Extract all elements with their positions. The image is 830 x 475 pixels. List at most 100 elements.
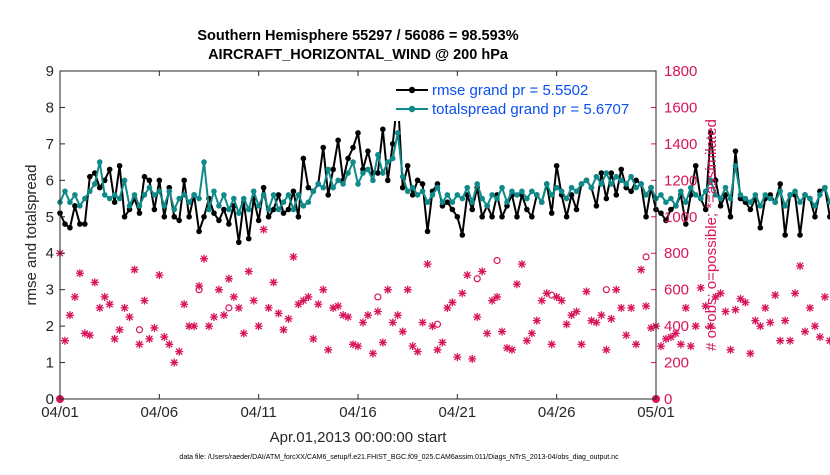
spread-point bbox=[717, 195, 724, 202]
rmse-point bbox=[459, 232, 466, 238]
obs-assimilated-marker bbox=[756, 322, 765, 331]
spread-point bbox=[196, 195, 202, 202]
obs-assimilated-marker bbox=[299, 296, 308, 305]
spread-point bbox=[240, 195, 247, 202]
obs-assimilated-marker bbox=[791, 289, 800, 298]
spread-point bbox=[797, 199, 803, 205]
rmse-point bbox=[146, 177, 153, 184]
spread-point bbox=[737, 192, 744, 198]
spread-point bbox=[563, 195, 570, 202]
spread-point bbox=[752, 192, 759, 198]
obs-assimilated-marker bbox=[80, 329, 89, 338]
spread-point bbox=[538, 199, 545, 205]
obs-possible-marker bbox=[473, 275, 481, 283]
x-tick-label: 04/06 bbox=[141, 404, 179, 421]
obs-assimilated-marker bbox=[358, 318, 367, 327]
obs-assimilated-marker bbox=[264, 303, 273, 312]
obs-assimilated-marker bbox=[60, 336, 69, 345]
rmse-point bbox=[747, 206, 754, 213]
rmse-point bbox=[156, 177, 163, 184]
spread-point bbox=[409, 184, 416, 191]
y2-tick-label: 1600 bbox=[664, 99, 697, 116]
spread-point bbox=[250, 188, 257, 195]
obs-assimilated-marker bbox=[661, 334, 670, 343]
rmse-point bbox=[424, 228, 431, 235]
spread-point bbox=[762, 192, 769, 198]
y-tick-label: 5 bbox=[46, 209, 54, 226]
spread-point bbox=[345, 170, 351, 176]
spread-point bbox=[474, 181, 481, 187]
obs-assimilated-marker bbox=[205, 322, 213, 331]
obs-assimilated-marker bbox=[681, 303, 690, 312]
spread-point bbox=[236, 210, 242, 216]
spread-point bbox=[608, 181, 615, 187]
spread-point bbox=[370, 177, 376, 184]
spread-point bbox=[270, 192, 277, 198]
rmse-point bbox=[226, 221, 232, 227]
spread-point bbox=[702, 188, 709, 195]
rmse-point bbox=[201, 213, 207, 220]
legend-rmse-marker bbox=[408, 86, 416, 94]
obs-assimilated-marker bbox=[214, 285, 223, 294]
obs-assimilated-marker bbox=[418, 318, 427, 327]
spread-point bbox=[245, 206, 252, 213]
rmse-point bbox=[683, 221, 689, 227]
obs-assimilated-marker bbox=[100, 292, 109, 301]
obs-assimilated-marker bbox=[493, 292, 502, 301]
obs-assimilated-marker bbox=[408, 342, 417, 351]
spread-point bbox=[593, 173, 600, 180]
obs-assimilated-marker bbox=[145, 334, 154, 343]
spread-point bbox=[598, 181, 605, 187]
rmse-point bbox=[345, 155, 351, 162]
rmse-point bbox=[409, 192, 416, 198]
rmse-point bbox=[469, 206, 476, 213]
rmse-point bbox=[643, 213, 649, 220]
obs-assimilated-marker bbox=[696, 283, 705, 292]
rmse-point bbox=[285, 206, 292, 213]
spread-point bbox=[628, 173, 634, 180]
obs-assimilated-marker bbox=[453, 353, 462, 362]
spread-point bbox=[499, 184, 505, 191]
spread-point bbox=[335, 177, 341, 184]
rmse-point bbox=[702, 206, 709, 213]
obs-assimilated-marker bbox=[557, 296, 566, 305]
obs-assimilated-marker bbox=[597, 311, 606, 320]
spread-point bbox=[206, 206, 212, 213]
obs-assimilated-marker bbox=[622, 331, 631, 340]
spread-point bbox=[231, 195, 237, 202]
y2-tick-label: 1400 bbox=[664, 136, 697, 153]
obs-assimilated-marker bbox=[289, 252, 298, 261]
spread-point bbox=[827, 199, 830, 205]
x-tick-label: 04/26 bbox=[538, 404, 576, 421]
rmse-point bbox=[573, 206, 580, 213]
rmse-point bbox=[290, 188, 297, 195]
obs-assimilated-marker bbox=[731, 305, 740, 314]
spread-point bbox=[692, 192, 699, 198]
rmse-point bbox=[116, 162, 123, 169]
spread-point bbox=[176, 195, 182, 202]
obs-assimilated-marker bbox=[140, 296, 149, 305]
spread-point bbox=[394, 130, 401, 136]
spread-point bbox=[782, 203, 788, 209]
spread-point bbox=[573, 188, 580, 195]
spread-point bbox=[111, 192, 118, 198]
obs-assimilated-marker bbox=[324, 345, 333, 354]
rmse-point bbox=[171, 213, 178, 220]
rmse-point bbox=[82, 221, 88, 227]
obs-possible-marker bbox=[493, 256, 501, 265]
obs-assimilated-marker bbox=[115, 325, 124, 334]
obs-assimilated-marker bbox=[110, 334, 119, 343]
spread-point bbox=[494, 195, 500, 202]
obs-assimilated-marker bbox=[284, 314, 293, 323]
obs-assimilated-marker bbox=[751, 316, 760, 325]
spread-point bbox=[558, 188, 565, 195]
obs-assimilated-marker bbox=[165, 340, 174, 349]
rmse-point bbox=[499, 213, 505, 220]
rmse-point bbox=[181, 177, 187, 184]
spread-point bbox=[315, 181, 322, 187]
obs-assimilated-marker bbox=[567, 311, 576, 320]
spread-point bbox=[265, 206, 272, 213]
rmse-point bbox=[489, 213, 495, 220]
obs-assimilated-marker bbox=[403, 285, 412, 294]
